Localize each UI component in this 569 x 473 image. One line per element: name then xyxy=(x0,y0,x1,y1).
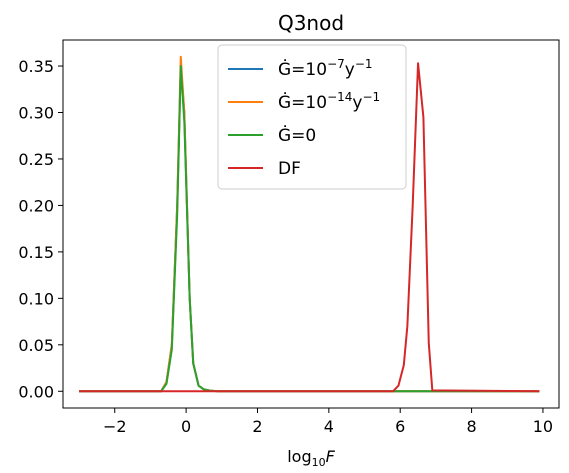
legend: Ġ=10−7y−1 Ġ=10−14y−1 Ġ=0 DF xyxy=(217,44,407,190)
x-axis-label-sub: 10 xyxy=(312,456,326,469)
y-tick-label: 0.30 xyxy=(18,103,54,122)
y-tick-label: 0.05 xyxy=(18,336,54,355)
x-tick-label: 2 xyxy=(252,417,262,436)
chart-title: Q3nod xyxy=(278,11,344,35)
y-tick-label: 0.10 xyxy=(18,289,54,308)
x-axis-label-base: log xyxy=(287,447,311,466)
legend-label-2: Ġ=0 xyxy=(278,124,316,146)
x-tick-label: 6 xyxy=(395,417,405,436)
x-tick-label: 10 xyxy=(533,417,553,436)
x-axis-label: log10F xyxy=(287,447,335,469)
x-tick-label: 8 xyxy=(466,417,476,436)
plot-frame xyxy=(62,39,560,409)
y-tick-label: 0.15 xyxy=(18,243,54,262)
plot-area xyxy=(79,55,540,393)
x-tick-label: −2 xyxy=(103,417,127,436)
legend-label-3: DF xyxy=(278,159,301,179)
legend-box xyxy=(217,44,407,190)
x-tick-label: 0 xyxy=(181,417,191,436)
y-tick-label: 0.00 xyxy=(18,382,54,401)
axes: −2 0 2 4 6 8 10 0.00 0.05 0.10 0.15 0.20 0.25 0.30 0.3… xyxy=(18,39,560,436)
y-tick-label: 0.35 xyxy=(18,57,54,76)
legend-label-0: Ġ=10−7y−1 xyxy=(278,57,373,80)
x-axis-label-var: F xyxy=(326,447,336,466)
y-tick-label: 0.20 xyxy=(18,196,54,215)
series-line-3 xyxy=(79,62,540,393)
x-tick-label: 4 xyxy=(324,417,334,436)
legend-label-1: Ġ=10−14y−1 xyxy=(278,90,380,113)
y-tick-label: 0.25 xyxy=(18,150,54,169)
